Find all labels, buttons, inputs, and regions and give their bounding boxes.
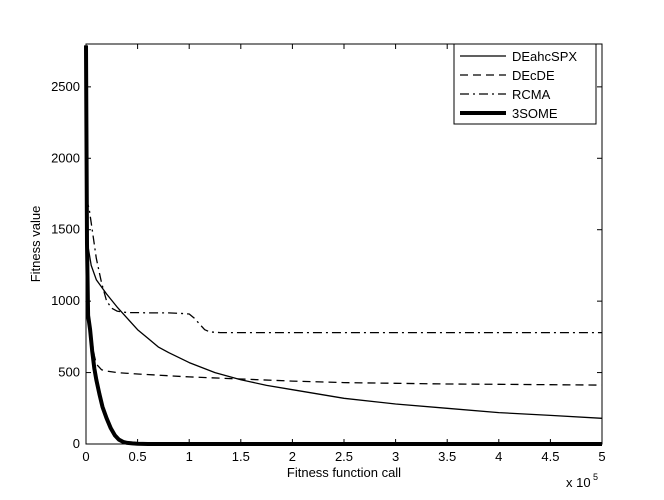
x-tick-label: 3.5 — [438, 449, 456, 464]
legend-label-decde: DEcDE — [512, 68, 555, 83]
x-multiplier: x 10 5 — [566, 472, 598, 490]
y-tick-label: 2000 — [51, 150, 80, 165]
x-tick-label: 4 — [495, 449, 502, 464]
legend-label-3some: 3SOME — [512, 106, 558, 121]
y-axis-ticks: 0 500 1000 1500 2000 2500 — [51, 79, 602, 451]
series-line-deahcspx — [85, 179, 603, 419]
y-tick-label: 1500 — [51, 222, 80, 237]
x-tick-label: 4.5 — [541, 449, 559, 464]
x-multiplier-label: x 10 — [566, 475, 591, 490]
x-multiplier-exponent: 5 — [593, 472, 598, 482]
legend-label-deahcspx: DEahcSPX — [512, 49, 577, 64]
y-tick-label: 2500 — [51, 79, 80, 94]
x-tick-label: 0 — [82, 449, 89, 464]
legend: DEahcSPX DEcDE RCMA 3SOME — [453, 43, 597, 125]
series-line-decde — [85, 301, 603, 386]
y-tick-label: 0 — [73, 436, 80, 451]
x-tick-label: 3 — [392, 449, 399, 464]
series-layer — [84, 45, 603, 446]
x-tick-label: 1.5 — [232, 449, 250, 464]
x-axis-ticks: 0 0.5 1 1.5 2 2.5 3 3.5 4 4.5 5 — [82, 44, 606, 464]
y-axis-label: Fitness value — [28, 206, 43, 283]
series-line-rcma — [85, 198, 602, 334]
x-tick-label: 2.5 — [335, 449, 353, 464]
series-line-3some — [84, 45, 602, 446]
y-tick-label: 1000 — [51, 293, 80, 308]
x-tick-label: 0.5 — [129, 449, 147, 464]
x-tick-label: 1 — [186, 449, 193, 464]
x-tick-label: 2 — [289, 449, 296, 464]
y-tick-label: 500 — [58, 365, 80, 380]
x-axis-label: Fitness function call — [287, 465, 401, 480]
x-tick-label: 5 — [598, 449, 605, 464]
legend-label-rcma: RCMA — [512, 87, 551, 102]
legend-box — [453, 43, 597, 125]
